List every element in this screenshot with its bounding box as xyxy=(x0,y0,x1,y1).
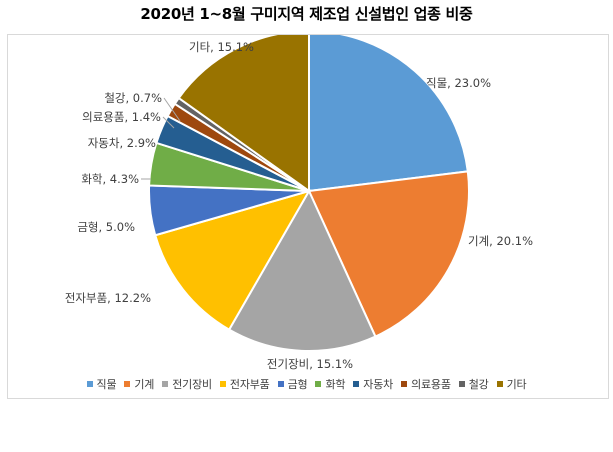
legend-label: 직물 xyxy=(96,378,117,391)
legend-swatch xyxy=(353,381,360,387)
data-label-3: 전자부품, 12.2% xyxy=(65,291,151,305)
legend-item-1: 기계 xyxy=(124,376,154,392)
legend-swatch xyxy=(219,381,226,387)
data-label-0: 직물, 23.0% xyxy=(426,76,491,90)
data-label-7: 의료용품, 1.4% xyxy=(82,110,161,124)
legend-swatch xyxy=(277,381,284,387)
legend-item-7: 의료용품 xyxy=(401,376,451,392)
chart-area: 직물, 23.0% 기계, 20.1% 전기장비, 15.1% 전자부품, 12.2%… xyxy=(7,34,609,399)
legend-label: 전자부품 xyxy=(229,378,270,391)
legend-item-8: 철강 xyxy=(458,376,489,392)
pie-slice-0 xyxy=(308,35,469,193)
data-label-6: 자동차, 2.9% xyxy=(88,136,156,150)
legend-label: 기타 xyxy=(506,378,527,391)
data-label-5: 화학, 4.3% xyxy=(81,172,139,186)
legend-label: 금형 xyxy=(287,378,308,391)
legend-item-3: 전자부품 xyxy=(219,376,270,392)
legend-swatch xyxy=(315,381,322,387)
pie-slice-1 xyxy=(307,170,470,338)
chart-title: 2020년 1~8월 구미지역 제조업 신설법인 업종 비중 xyxy=(140,5,473,23)
leader-line-7 xyxy=(162,116,175,129)
legend-swatch xyxy=(496,381,503,387)
legend-label: 기계 xyxy=(134,378,155,391)
legend-swatch xyxy=(401,381,408,387)
pie-slice-2 xyxy=(227,188,377,352)
pie-slice-3 xyxy=(154,189,312,332)
legend-swatch xyxy=(162,381,169,387)
legend-label: 철강 xyxy=(468,378,489,391)
legend-label: 의료용품 xyxy=(411,378,451,391)
data-label-1: 기계, 20.1% xyxy=(468,234,533,248)
legend-item-5: 화학 xyxy=(315,376,345,392)
chart-legend: 직물 기계 전기장비 전자부품 금형 화학 자동차 의료용품 철강 기타 xyxy=(0,376,613,392)
data-label-9: 기타, 15.1% xyxy=(189,40,254,54)
pie-slice-9 xyxy=(177,35,310,193)
data-label-4: 금형, 5.0% xyxy=(77,220,135,234)
data-label-8: 철강, 0.7% xyxy=(104,91,162,105)
pie-chart: 직물, 23.0% 기계, 20.1% 전기장비, 15.1% 전자부품, 12.2%… xyxy=(65,35,533,371)
legend-swatch xyxy=(458,381,465,387)
legend-item-2: 전기장비 xyxy=(162,376,212,392)
legend-item-0: 직물 xyxy=(86,376,117,392)
leader-line-8 xyxy=(163,97,181,122)
legend-label: 화학 xyxy=(325,378,346,391)
legend-item-4: 금형 xyxy=(277,376,308,392)
data-label-2: 전기장비, 15.1% xyxy=(267,357,353,371)
legend-item-9: 기타 xyxy=(496,376,527,392)
legend-item-6: 자동차 xyxy=(353,376,393,392)
legend-swatch xyxy=(86,381,93,387)
legend-swatch xyxy=(124,381,131,387)
legend-label: 전기장비 xyxy=(172,378,212,391)
legend-label: 자동차 xyxy=(363,378,394,391)
